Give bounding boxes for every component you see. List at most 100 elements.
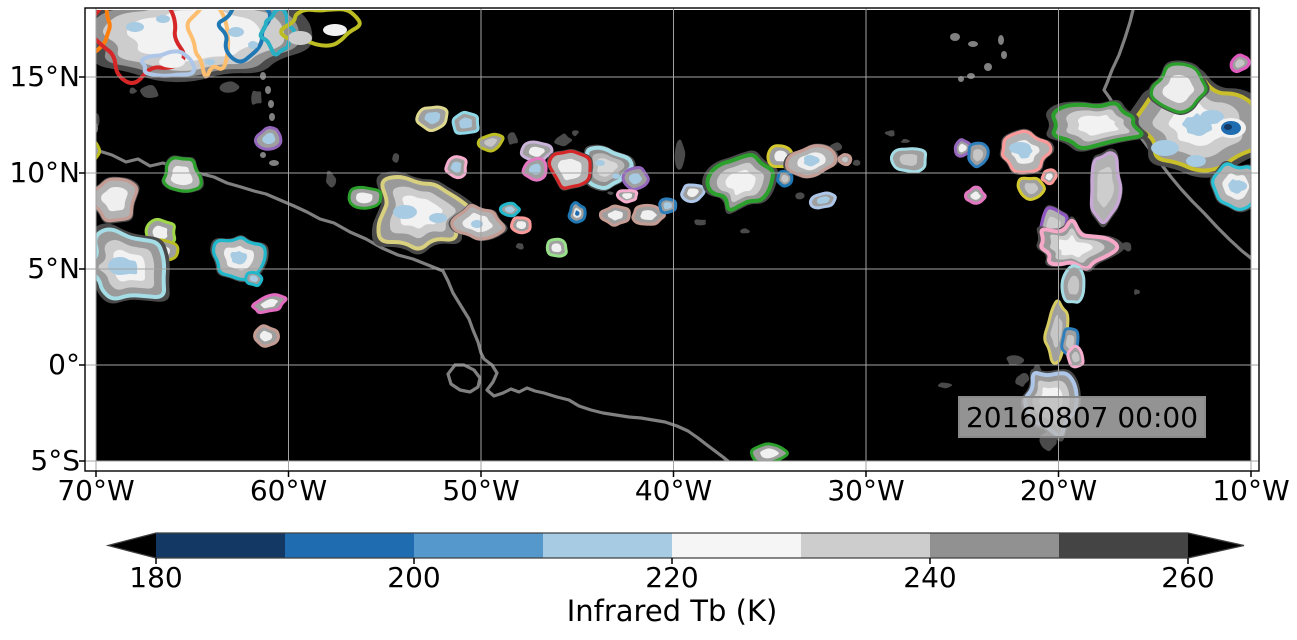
axes-frame [84, 7, 1260, 472]
colorbar-tick-240: 240 [903, 561, 956, 594]
colorbar-tick-marks [155, 558, 1189, 564]
y-tick-label: 5°S [30, 444, 80, 477]
cloud-cluster [1066, 344, 1085, 369]
warm-cloud [900, 138, 910, 143]
cluster-fill-level [841, 156, 848, 163]
timestamp-box: 20160807 00:00 [958, 396, 1206, 438]
cloud-cluster [598, 204, 631, 227]
cold-core-spot [205, 59, 215, 65]
cluster-fill-level [1057, 235, 1093, 258]
axis-tick-marks [79, 76, 1252, 477]
cold-core-spot [1151, 140, 1179, 156]
cloud-cluster [444, 155, 468, 180]
cluster-fill-level [574, 210, 580, 216]
cluster-fill-level [816, 196, 830, 204]
cluster-fill-level [640, 210, 657, 220]
cold-core-spot [248, 41, 258, 49]
cluster-fill-level [1097, 167, 1114, 208]
cluster-track-outline [96, 140, 102, 161]
cluster-track-outline [139, 49, 197, 78]
colorbar-tick-180: 180 [129, 561, 182, 594]
coastline [96, 148, 731, 461]
cold-core-spot [1009, 142, 1031, 154]
island [269, 113, 275, 121]
cluster-fill-level [262, 132, 276, 145]
warm-cloud [515, 243, 524, 250]
cluster-fill-level [504, 206, 515, 213]
x-tick-label: 60°W [250, 474, 327, 507]
cloud-cluster [967, 141, 990, 169]
warm-cloud [554, 133, 573, 147]
warm-cloud [572, 130, 579, 137]
cloud-cluster [96, 10, 186, 86]
cold-core-spot [804, 155, 816, 163]
island [260, 72, 266, 80]
warm-cloud [140, 84, 159, 98]
cloud-cluster [1229, 53, 1251, 74]
warm-cloud [740, 228, 750, 234]
cloud-cluster [808, 191, 837, 210]
cloud-cluster [244, 270, 264, 288]
timestamp-background [958, 396, 1206, 438]
cluster-fill-level [1024, 183, 1039, 195]
y-tick-label: 0° [48, 348, 80, 381]
warm-cloud [1006, 355, 1025, 366]
cluster-fill-level [1065, 334, 1075, 350]
cluster-fill-level [899, 153, 918, 166]
cloud-cluster [1147, 60, 1210, 116]
island [260, 152, 266, 158]
colorbar-over-arrow [1188, 533, 1244, 558]
cluster-fill-level [356, 192, 373, 204]
colorbar-axis-label: Infrared Tb (K) [567, 594, 778, 628]
island [1001, 51, 1007, 59]
y-tick-label: 10°N [9, 156, 80, 189]
cluster-fill-level [972, 149, 984, 162]
cold-core-spot [1200, 110, 1224, 124]
x-tick-label: 10°W [1212, 474, 1289, 507]
cluster-fill-level [260, 298, 278, 309]
y-axis-tick-labels: 15°N 10°N 5°N 0° 5°S [9, 60, 80, 477]
cloud-cluster [216, 10, 272, 64]
cluster-fill-level [1067, 275, 1080, 295]
cluster-fill-level [622, 193, 633, 200]
x-tick-label: 50°W [442, 474, 519, 507]
colorbar-tick-200: 200 [387, 561, 440, 594]
cold-core-spot [126, 22, 144, 32]
cloud-cluster [96, 176, 140, 224]
cluster-fill-level [607, 210, 623, 221]
y-tick-label: 5°N [27, 252, 80, 285]
cloud-cluster [510, 216, 532, 235]
cloud-cluster [1046, 99, 1149, 152]
warm-cloud [325, 170, 337, 188]
cloud-cluster [631, 203, 666, 226]
colorbar-segment [543, 533, 672, 558]
cold-core-spot [108, 257, 132, 275]
cold-core-spot-layer [108, 15, 1247, 275]
cloud-cluster [567, 201, 587, 224]
colorbar-segment [285, 533, 414, 558]
cloud-cluster [451, 110, 480, 135]
cloud-cluster [96, 140, 102, 161]
cluster-fill-level [101, 187, 128, 212]
colorbar-segment [930, 533, 1059, 558]
warm-cloud [129, 87, 138, 94]
cluster-track-outline [185, 10, 231, 79]
cluster-fill-level [424, 111, 441, 125]
cold-core-spot [233, 252, 243, 260]
cloud-cluster [889, 147, 928, 174]
cold-core-spot [393, 205, 417, 219]
cluster-fill-level [170, 165, 193, 186]
cloud-cluster [1060, 264, 1086, 304]
cold-core-spot [323, 24, 347, 36]
cluster-fill-level [528, 146, 545, 157]
cloud-cluster [1089, 148, 1123, 228]
cluster-fill-level [516, 221, 526, 230]
warm-cloud [96, 113, 100, 127]
cloud-cluster [476, 132, 505, 153]
cold-core-spot [228, 27, 244, 37]
warm-cloud [795, 192, 805, 200]
cluster-fill-level [1045, 173, 1053, 181]
cloud-cluster [415, 105, 449, 133]
cold-core-spot [612, 173, 620, 179]
cold-core-spot [159, 56, 185, 68]
